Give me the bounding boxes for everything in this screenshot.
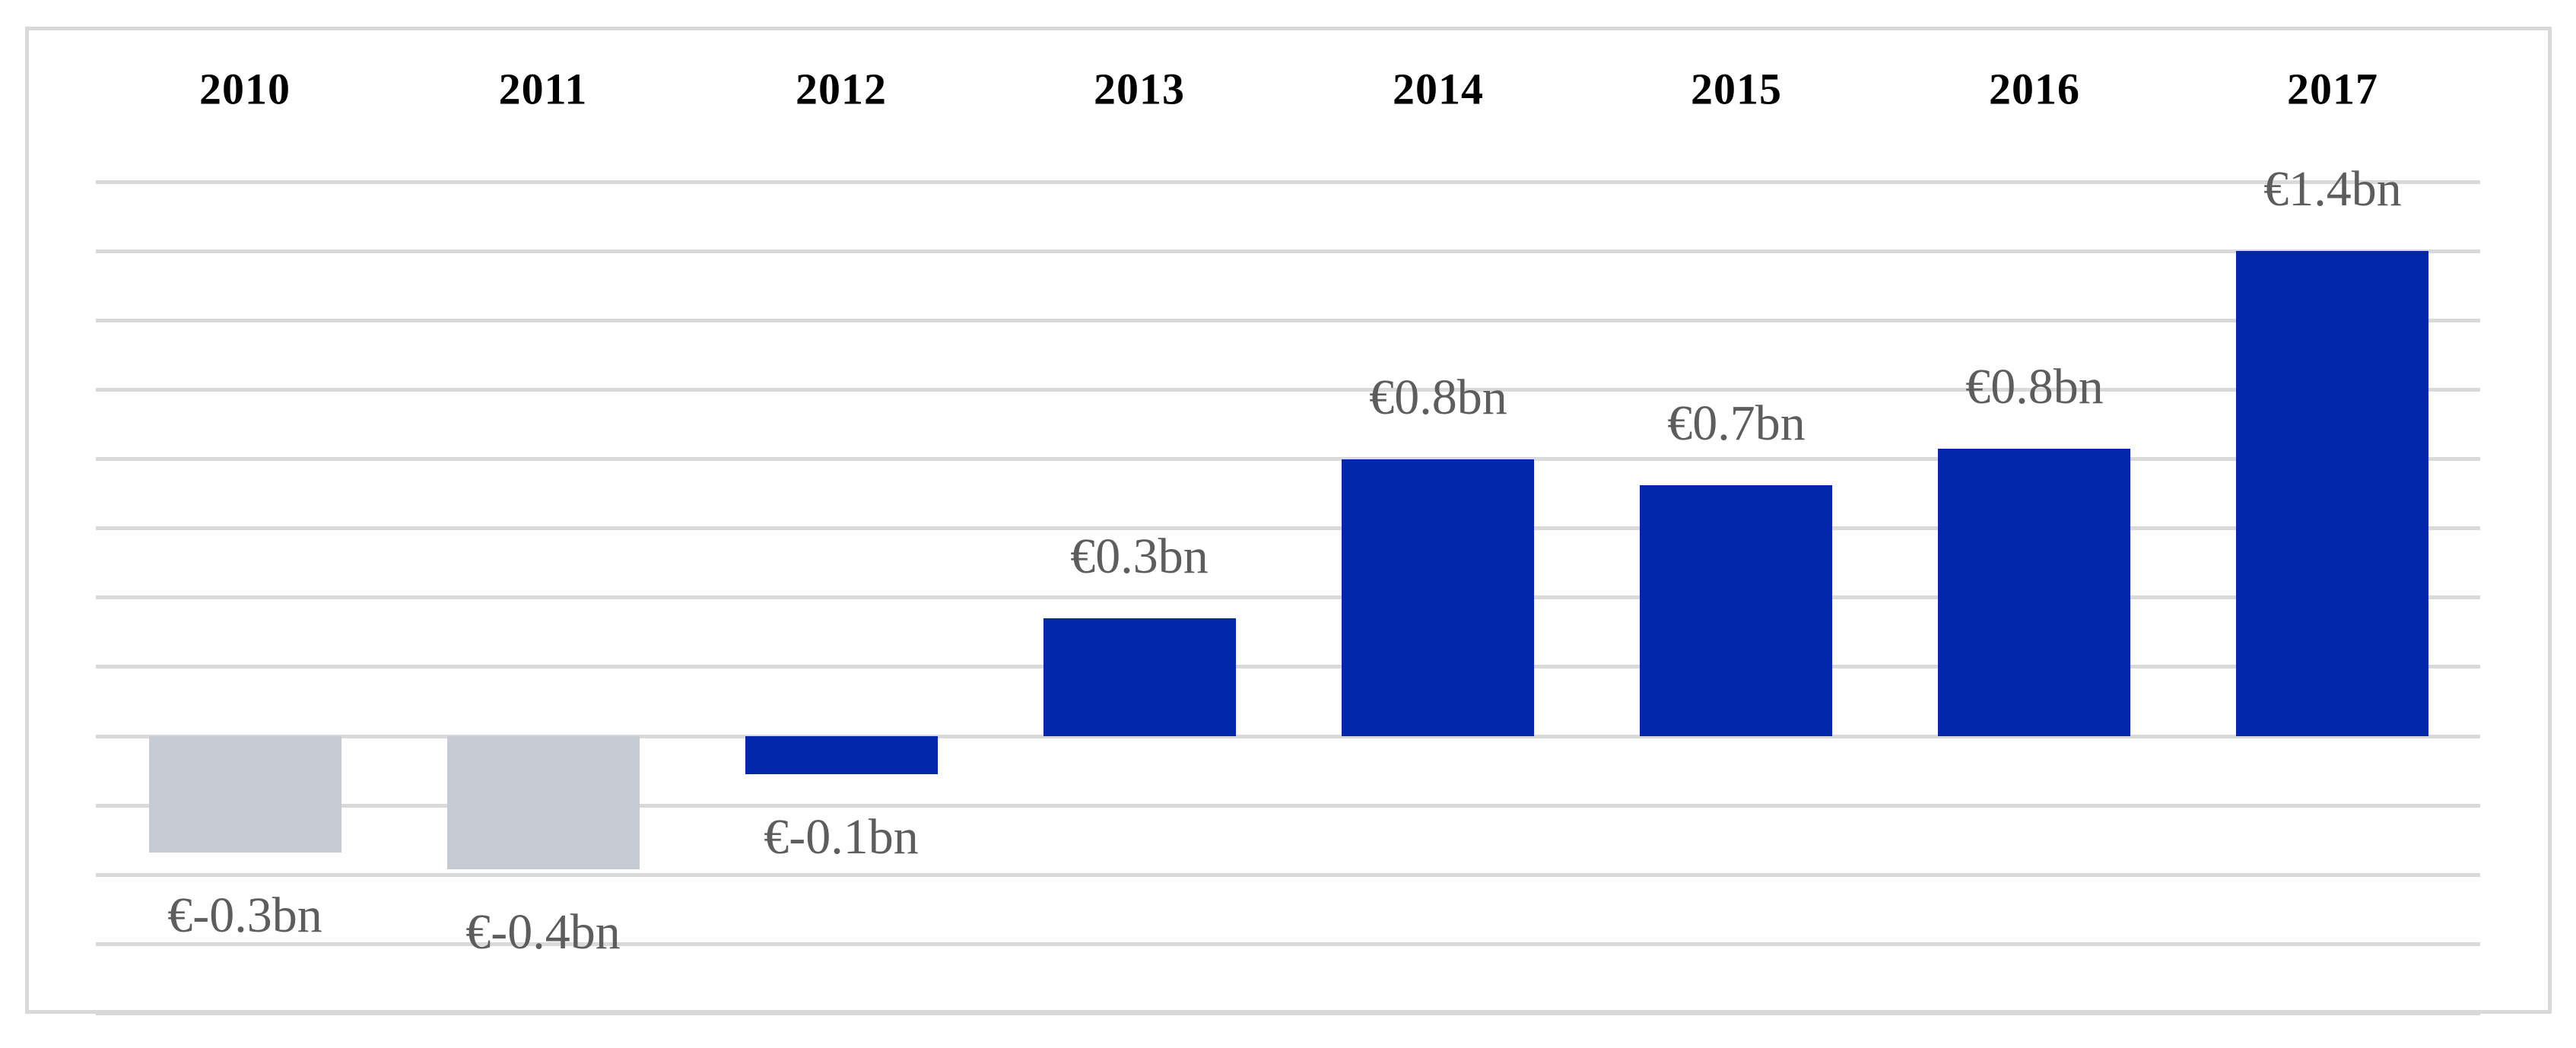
category-label-2016: 2016 xyxy=(1989,64,2080,114)
value-label-2013: €0.3bn xyxy=(1070,529,1209,584)
category-label-2011: 2011 xyxy=(498,64,588,114)
gridline xyxy=(96,665,2480,668)
category-label-2010: 2010 xyxy=(199,64,291,114)
gridline xyxy=(96,249,2480,253)
bar-2013 xyxy=(1043,618,1236,736)
bar-2014 xyxy=(1342,459,1534,736)
chart-frame xyxy=(25,27,2552,1014)
gridline xyxy=(96,804,2480,808)
bar-2016 xyxy=(1938,449,2130,736)
category-label-2017: 2017 xyxy=(2287,64,2378,114)
gridline xyxy=(96,319,2480,322)
gridline xyxy=(96,388,2480,392)
value-label-2012: €-0.1bn xyxy=(764,809,919,865)
gridline xyxy=(96,873,2480,877)
bar-2010 xyxy=(149,736,341,853)
gridline xyxy=(96,735,2480,738)
value-label-2010: €-0.3bn xyxy=(167,888,322,943)
value-label-2017: €1.4bn xyxy=(2263,161,2402,217)
bar-2011 xyxy=(447,736,640,869)
value-label-2016: €0.8bn xyxy=(1965,359,2104,414)
value-label-2014: €0.8bn xyxy=(1369,370,1507,425)
gridline xyxy=(96,180,2480,184)
bar-2012 xyxy=(745,736,938,774)
gridline xyxy=(96,526,2480,530)
gridline xyxy=(96,942,2480,946)
category-label-2014: 2014 xyxy=(1393,64,1484,114)
bar-2015 xyxy=(1640,485,1832,736)
value-label-2011: €-0.4bn xyxy=(465,904,621,960)
bar-2017 xyxy=(2236,251,2428,736)
category-label-2015: 2015 xyxy=(1691,64,1782,114)
gridline xyxy=(96,1011,2480,1015)
value-label-2015: €0.7bn xyxy=(1667,395,1806,451)
category-label-2012: 2012 xyxy=(796,64,887,114)
gridline xyxy=(96,457,2480,461)
category-label-2013: 2013 xyxy=(1094,64,1185,114)
gridline xyxy=(96,595,2480,599)
